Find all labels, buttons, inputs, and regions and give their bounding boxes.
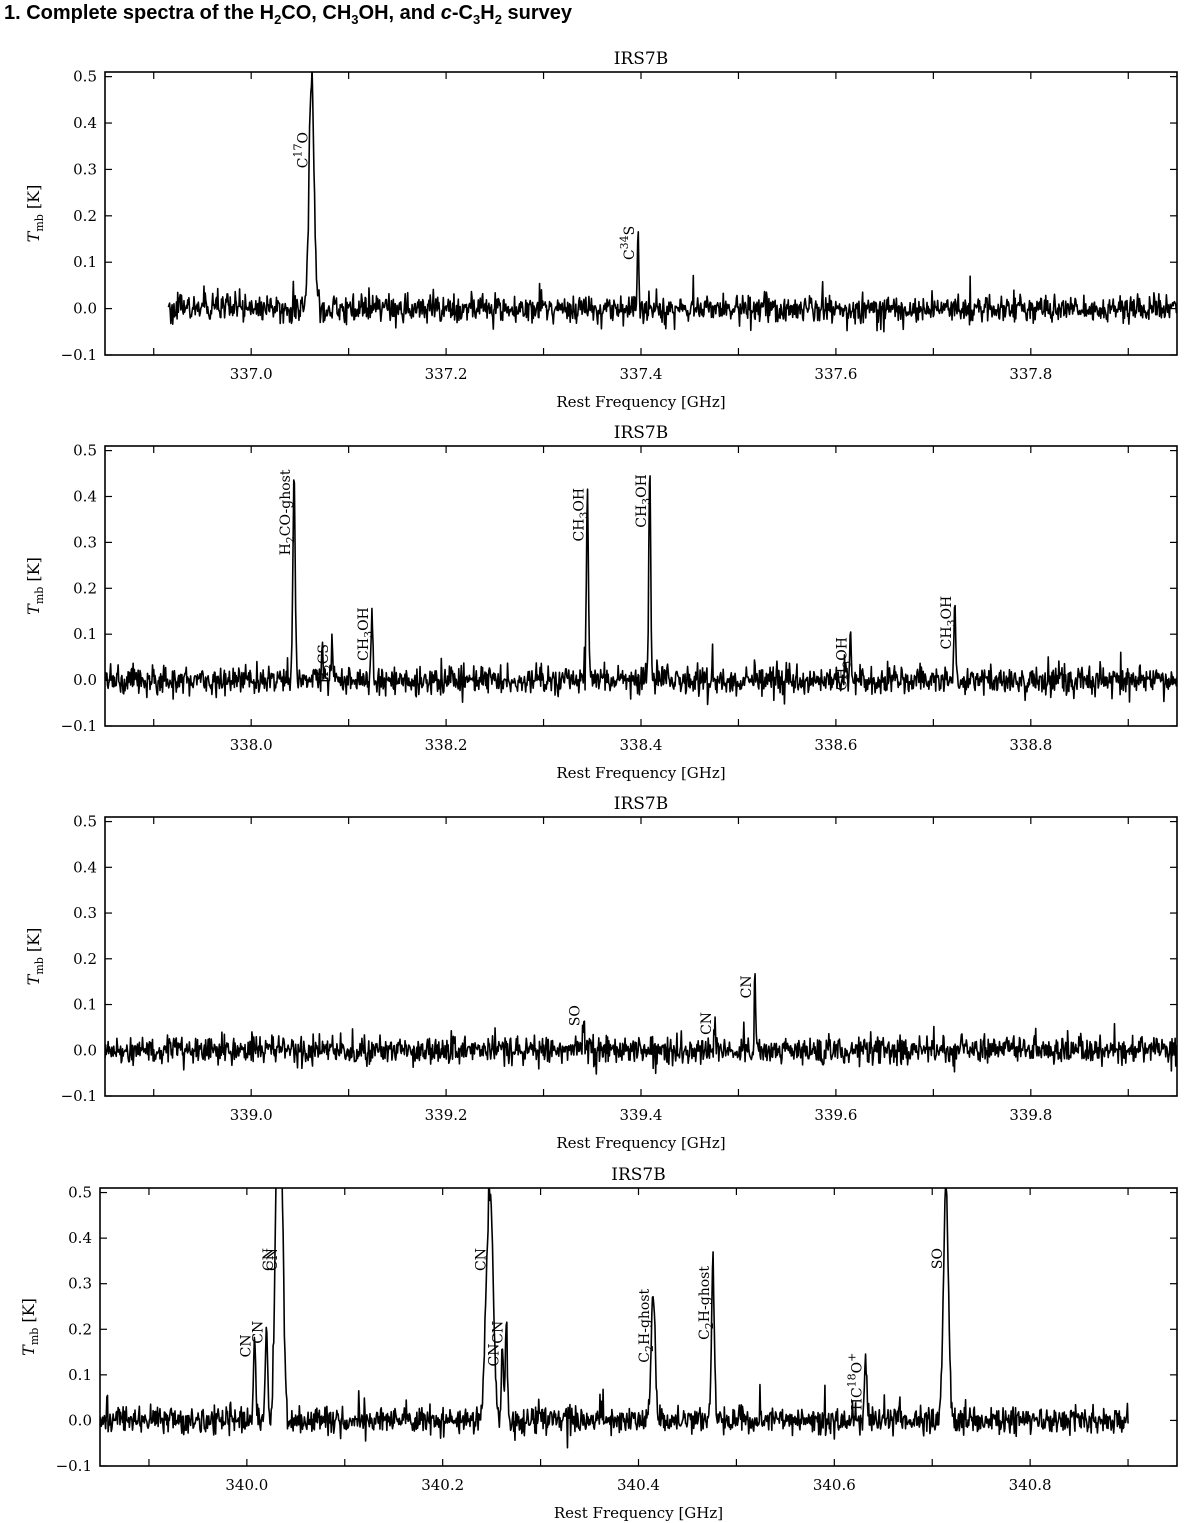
line-label: SO <box>930 1248 946 1269</box>
panel-title: IRS7B <box>611 1165 665 1185</box>
y-tick-label: 0.1 <box>73 996 97 1014</box>
y-tick-label: 0.4 <box>73 858 97 876</box>
panel-title: IRS7B <box>614 423 668 443</box>
y-axis-label: Tmb [K] <box>19 1298 41 1356</box>
line-label: CN <box>699 1012 715 1035</box>
panel-title: IRS7B <box>614 794 668 814</box>
line-label: H2CO-ghost <box>278 469 297 555</box>
line-label: CH3OH <box>939 596 958 650</box>
line-label: CN <box>474 1248 490 1271</box>
x-tick-label: 337.8 <box>1009 365 1052 383</box>
x-tick-label: 339.0 <box>230 1106 273 1124</box>
line-label: CN <box>239 1334 255 1357</box>
x-tick-label: 340.0 <box>225 1476 268 1494</box>
spectrum-panel-2: −0.1 0.0 0.1 0.2 0.3 0.4 0.5 338.0 338.2 338.4 338… <box>24 423 1178 782</box>
line-label: C34S <box>618 226 638 260</box>
y-tick-label: 0.3 <box>73 160 97 178</box>
line-label: C2H-ghost <box>697 1266 716 1340</box>
x-tick-label: 340.6 <box>813 1476 856 1494</box>
y-tick-label: 0.2 <box>73 579 97 597</box>
line-label: CN <box>486 1344 502 1367</box>
line-label: CH3OH <box>835 637 854 691</box>
x-tick-label: 338.4 <box>620 736 663 754</box>
line-label: H2CS <box>316 644 335 684</box>
x-tick-label: 338.2 <box>425 736 468 754</box>
x-axis-label: Rest Frequency [GHz] <box>556 764 725 782</box>
y-tick-label: 0.3 <box>73 533 97 551</box>
line-label: CH3OH <box>571 488 590 542</box>
line-label: CN <box>265 1248 281 1271</box>
y-tick-label: 0.3 <box>68 1275 92 1293</box>
y-tick-label: 0.3 <box>73 904 97 922</box>
y-tick-label: 0.0 <box>73 300 97 318</box>
x-tick-label: 337.4 <box>620 365 663 383</box>
line-label: SO <box>568 1005 584 1026</box>
line-label: C17O <box>292 132 312 168</box>
y-tick-label: 0.5 <box>73 442 97 460</box>
y-tick-label: 0.4 <box>68 1229 92 1247</box>
line-label: CN <box>261 1248 277 1271</box>
x-tick-label: 340.4 <box>617 1476 660 1494</box>
spectrum-line <box>167 72 1177 333</box>
x-tick-label: 337.0 <box>230 365 273 383</box>
x-tick-label: 339.6 <box>814 1106 857 1124</box>
y-tick-label: −0.1 <box>56 1457 92 1475</box>
line-label: HC18O+ <box>846 1353 866 1411</box>
x-tick-label: 338.0 <box>230 736 273 754</box>
y-tick-label: 0.0 <box>73 671 97 689</box>
y-tick-label: 0.2 <box>73 207 97 225</box>
spectrum-line <box>105 475 1177 706</box>
y-tick-label: 0.1 <box>68 1366 92 1384</box>
panel-title: IRS7B <box>614 49 668 69</box>
x-tick-label: 340.2 <box>421 1476 464 1494</box>
y-tick-label: −0.1 <box>61 717 97 735</box>
spectrum-panel-1: −0.1 0.0 0.1 0.2 0.3 0.4 0.5 337.0 337.2 337.4 337… <box>24 49 1178 411</box>
y-axis-label: Tmb [K] <box>24 928 46 986</box>
spectrum-line <box>105 972 1177 1075</box>
x-axis-label: Rest Frequency [GHz] <box>556 1134 725 1152</box>
y-axis-label: Tmb [K] <box>24 557 46 615</box>
y-tick-label: 0.2 <box>68 1320 92 1338</box>
x-tick-label: 337.6 <box>814 365 857 383</box>
y-tick-label: 0.0 <box>68 1411 92 1429</box>
y-tick-label: 0.4 <box>73 114 97 132</box>
spectrum-panel-3: −0.1 0.0 0.1 0.2 0.3 0.4 0.5 339.0 339.2 339.4 339… <box>24 794 1178 1152</box>
y-tick-label: 0.0 <box>73 1041 97 1059</box>
y-tick-label: 0.2 <box>73 950 97 968</box>
y-tick-label: 0.1 <box>73 625 97 643</box>
x-tick-label: 338.8 <box>1009 736 1052 754</box>
y-axis-label: Tmb [K] <box>24 185 46 243</box>
x-tick-label: 340.8 <box>1009 1476 1052 1494</box>
x-tick-label: 337.2 <box>425 365 468 383</box>
x-tick-label: 338.6 <box>814 736 857 754</box>
x-tick-label: 339.2 <box>425 1106 468 1124</box>
page-title: 1. Complete spectra of the H2CO, CH3OH, … <box>4 2 572 27</box>
x-tick-label: 339.8 <box>1009 1106 1052 1124</box>
line-label: CN <box>490 1321 506 1344</box>
y-tick-label: 0.5 <box>73 813 97 831</box>
line-label: CN <box>739 975 755 998</box>
line-label: CN <box>250 1321 266 1344</box>
x-axis-label: Rest Frequency [GHz] <box>556 393 725 411</box>
spectrum-panel-4: −0.1 0.0 0.1 0.2 0.3 0.4 0.5 340.0 340.2 340.4 340… <box>19 1165 1178 1522</box>
line-label: C2H-ghost <box>637 1288 656 1362</box>
y-tick-label: −0.1 <box>61 1087 97 1105</box>
line-label: CH3OH <box>356 607 375 661</box>
line-label: CH3OH <box>634 474 653 528</box>
spectrum-line <box>100 1188 1129 1449</box>
y-tick-label: −0.1 <box>61 346 97 364</box>
y-tick-label: 0.5 <box>73 68 97 86</box>
y-tick-label: 0.4 <box>73 487 97 505</box>
x-axis-label: Rest Frequency [GHz] <box>554 1504 723 1522</box>
y-tick-label: 0.5 <box>68 1184 92 1202</box>
x-tick-label: 339.4 <box>620 1106 663 1124</box>
y-tick-label: 0.1 <box>73 253 97 271</box>
